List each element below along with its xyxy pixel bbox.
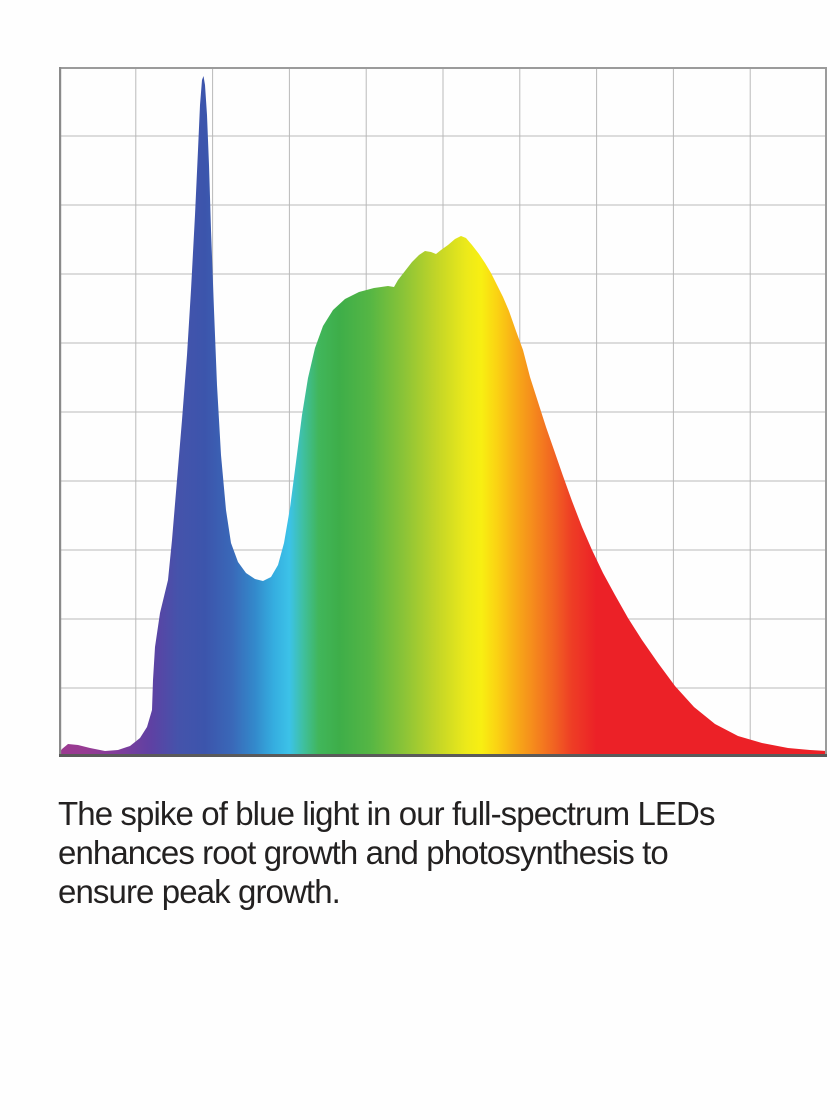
caption-line: The spike of blue light in our full-spec… (58, 795, 715, 832)
caption-line: ensure peak growth. (58, 873, 341, 910)
spectrum-chart (59, 67, 827, 757)
spectrum-plot (59, 67, 827, 757)
plot-border (59, 67, 827, 757)
caption: The spike of blue light in our full-spec… (58, 794, 798, 911)
caption-line: enhances root growth and photosynthesis … (58, 834, 669, 871)
spectrum-area (59, 76, 827, 757)
